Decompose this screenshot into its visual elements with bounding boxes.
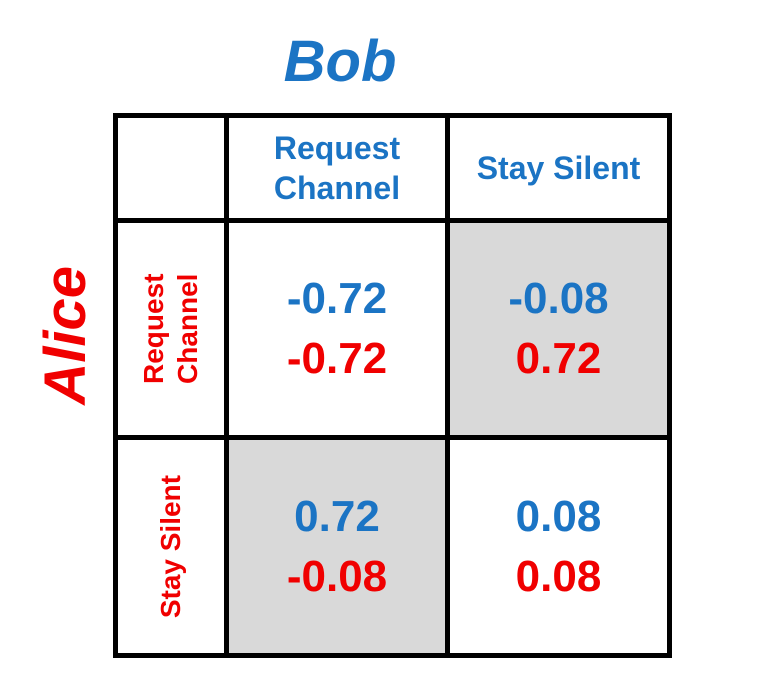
bob-payoff: 0.72 [294, 491, 380, 541]
column-player: Bob [283, 29, 397, 94]
payoff-cell: 0.08 0.08 [445, 435, 672, 658]
payoff-matrix: Request Channel Stay Silent Request Chan… [113, 113, 672, 658]
payoff-cell: -0.08 0.72 [445, 218, 672, 440]
row-header: Request Channel [113, 218, 229, 440]
column-header: Stay Silent [445, 113, 672, 223]
alice-payoff: -0.08 [286, 551, 388, 601]
column-header-text: Request Channel [273, 130, 401, 206]
row-header: Stay Silent [113, 435, 229, 658]
alice-payoff: 0.72 [515, 334, 602, 383]
row-header-text: Request Channel [138, 273, 203, 385]
row-player-wrap: Alice [30, 230, 100, 440]
alice-payoff: -0.72 [286, 334, 388, 383]
bob-payoff: -0.08 [508, 274, 609, 323]
bob-payoff: -0.72 [286, 274, 388, 323]
payoff-cell: -0.72 -0.72 [224, 218, 450, 440]
bob-payoff: 0.08 [515, 491, 602, 541]
column-header: Request Channel [224, 113, 450, 223]
alice-payoff: 0.08 [515, 551, 602, 601]
row-header-text: Stay Silent [155, 474, 186, 619]
corner-cell [113, 113, 229, 223]
payoff-cell: 0.72 -0.08 [224, 435, 450, 658]
row-player: Alice [32, 265, 98, 405]
